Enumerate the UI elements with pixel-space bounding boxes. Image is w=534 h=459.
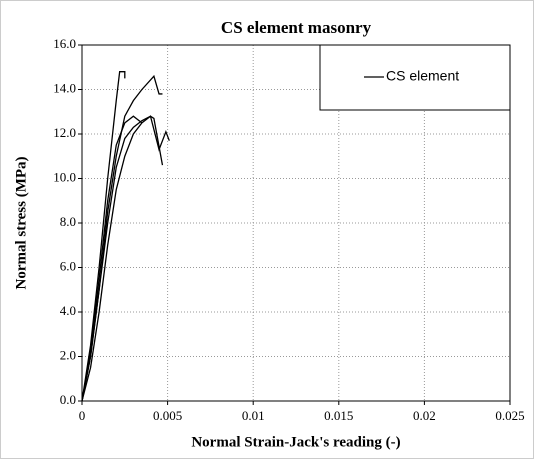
y-tick-label: 16.0 bbox=[53, 36, 76, 51]
x-tick-label: 0.025 bbox=[495, 408, 524, 423]
plot-area bbox=[81, 44, 511, 402]
x-tick-label: 0.015 bbox=[324, 408, 353, 423]
y-tick-label: 4.0 bbox=[60, 303, 76, 318]
x-tick-label: 0.005 bbox=[153, 408, 182, 423]
data-line bbox=[81, 115, 143, 402]
y-tick-label: 10.0 bbox=[53, 169, 76, 184]
data-line bbox=[81, 71, 126, 402]
y-tick-label: 0.0 bbox=[60, 392, 76, 407]
data-line bbox=[81, 74, 163, 402]
chart-title: CS element masonry bbox=[221, 18, 372, 37]
y-tick-label: 14.0 bbox=[53, 80, 76, 95]
legend-box bbox=[319, 44, 511, 111]
y-tick-label: 6.0 bbox=[60, 258, 76, 273]
y-tick-label: 2.0 bbox=[60, 347, 76, 362]
data-line bbox=[81, 115, 164, 402]
data-line bbox=[81, 115, 170, 402]
y-axis-label: Normal stress (MPa) bbox=[13, 156, 29, 289]
y-tick-label: 12.0 bbox=[53, 125, 76, 140]
legend-label: CS element bbox=[386, 68, 459, 84]
x-tick-label: 0 bbox=[79, 408, 86, 423]
y-tick-label: 8.0 bbox=[60, 214, 76, 229]
x-tick-label: 0.02 bbox=[413, 408, 436, 423]
x-axis-label: Normal Strain-Jack's reading (-) bbox=[191, 434, 400, 450]
x-tick-label: 0.01 bbox=[242, 408, 265, 423]
